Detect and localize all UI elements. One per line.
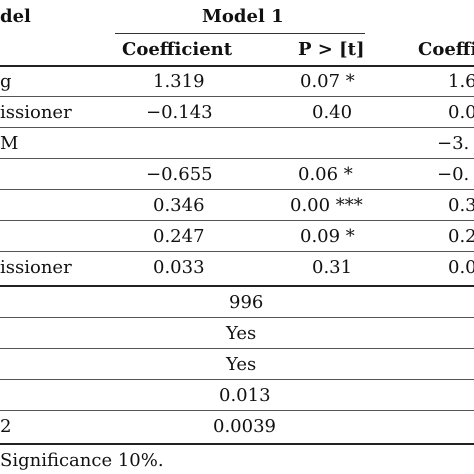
summary-value: 996 [229,292,264,313]
body-rule [0,285,474,287]
row-rule [0,379,474,380]
model2-coefficient-value: −0. [437,164,470,185]
p-value: 0.09 * [300,226,355,247]
row-rule [0,251,474,252]
model2-coefficient-value: 0.0 [448,257,474,278]
row-rule [0,189,474,190]
p-value: 0.31 [312,257,353,278]
coefficient-value: 0.346 [153,195,205,216]
coefficient-value: 0.033 [153,257,205,278]
row-label: issioner [0,102,72,123]
coefficient-value: 0.247 [153,226,205,247]
row-rule [0,127,474,128]
header-rule [0,65,474,67]
model2-coefficient-value: 0.2 [448,226,474,247]
p-value: 0.06 * [298,164,353,185]
p-value: 0.07 * [300,71,355,92]
row-rule [0,317,474,318]
row-label: issioner [0,257,72,278]
bottom-rule [0,443,474,445]
summary-value: Yes [226,354,257,375]
model2-coefficient-value: −3. [437,133,470,154]
model2-coefficient-value: 1.6 [448,71,474,92]
row-rule [0,96,474,97]
model1-header: Model 1 [202,6,284,27]
row-label: g [0,71,12,92]
model-column-header: del [0,6,31,27]
model2-coefficient-value: 0.0 [448,102,474,123]
row-rule [0,220,474,221]
summary-value: Yes [226,323,257,344]
significance-footnote: Significance 10%. [0,450,164,471]
coefficient-value: −0.143 [146,102,213,123]
coefficient-header-model2: Coeffi [418,39,474,60]
coefficient-value: −0.655 [146,164,213,185]
row-rule [0,158,474,159]
row-label: M [0,133,19,154]
row-rule [0,348,474,349]
coefficient-header: Coefficient [122,39,233,60]
summary-value: 0.0039 [213,416,276,437]
model1-underline [115,33,365,34]
summary-value: 0.013 [219,385,271,406]
summary-label: 2 [0,416,12,437]
p-value: 0.00 *** [290,195,363,216]
row-rule [0,410,474,411]
model2-coefficient-value: 0.3 [448,195,474,216]
p-value-header: P > [t] [298,39,365,60]
p-value: 0.40 [312,102,353,123]
coefficient-value: 1.319 [153,71,205,92]
